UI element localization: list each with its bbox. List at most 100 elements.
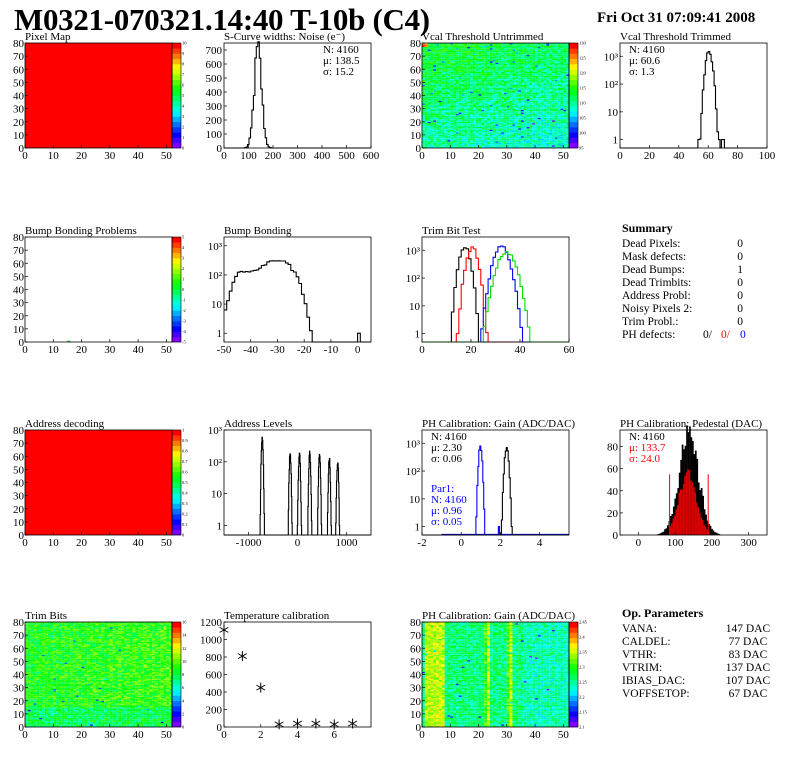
palette-label: 6	[182, 83, 185, 88]
palette-swatch	[172, 716, 181, 723]
palette-swatch	[172, 445, 181, 452]
stats-line: N: 4160	[431, 494, 467, 506]
palette-label: 0.4	[182, 491, 188, 496]
summary-value: 107 DAC	[726, 675, 771, 687]
x-tick-label: 30	[501, 729, 513, 741]
palette-swatch	[172, 690, 181, 696]
y-tick-label: 10²	[208, 270, 223, 282]
panel-title: S-Curve widths: Noise (e⁻)	[224, 31, 345, 43]
palette-swatch	[172, 273, 181, 280]
fit-bin	[704, 526, 707, 535]
y-tick-label: 800	[206, 652, 223, 664]
summary-label: VTHR:	[622, 649, 657, 661]
color-palette: -5 -4 -3 -2 -1 0 1 2 3 4 5	[171, 235, 186, 345]
x-tick-label: 20	[76, 537, 88, 549]
hist-bin	[708, 523, 710, 535]
palette-swatch	[172, 137, 181, 144]
palette-swatch	[172, 498, 181, 504]
y-tick-label: 1	[217, 328, 223, 340]
palette-swatch	[172, 43, 181, 49]
hist-bin	[702, 495, 704, 535]
summary-label: Noisy Pixels 2:	[622, 303, 692, 315]
stats-line: μ: 138.5	[323, 55, 360, 67]
x-tick-label: 40	[133, 537, 145, 549]
y-tick-label: 10³	[604, 51, 619, 63]
y-tick-label: 80	[13, 425, 25, 437]
summary-title: Summary	[622, 221, 673, 235]
x-tick-label: 0	[22, 150, 28, 162]
x-tick-label: 30	[104, 344, 116, 356]
y-tick-label: 50	[13, 464, 25, 476]
y-tick-label: 1	[415, 329, 421, 341]
x-tick-label: 30	[104, 150, 116, 162]
fit-bin	[684, 475, 686, 535]
panel-ph-calibration-gain-adc-dac-: PH Calibration: Gain (ADC/DAC) 2.1 2.15 2.2…	[410, 610, 588, 741]
palette-label: 2.35	[579, 650, 588, 655]
palette-swatch	[172, 461, 181, 468]
x-tick-label: 0	[419, 729, 425, 741]
y-tick-label: 50	[13, 77, 25, 89]
palette-swatch	[172, 472, 181, 478]
x-tick-label: -20	[297, 344, 312, 356]
panel-title: Vcal Threshold Untrimmed	[422, 31, 544, 43]
y-tick-label: 10	[607, 107, 619, 119]
palette-label: 0.7	[182, 459, 188, 464]
plot-frame	[619, 42, 768, 149]
palette-swatch	[569, 53, 578, 60]
palette-label: 0.3	[182, 501, 188, 506]
hist-bin	[715, 532, 718, 535]
palette-label: 0	[182, 725, 185, 730]
y-tick-label: 10²	[406, 273, 421, 285]
plot-frame	[421, 621, 570, 728]
color-palette: 0 1 2 3 4 5 6 7 8 9 10	[171, 41, 187, 151]
y-tick-label: 40	[13, 670, 25, 682]
y-tick-label: 10²	[604, 79, 619, 91]
fit-bin	[676, 505, 679, 535]
heatmap	[67, 340, 71, 342]
palette-swatch	[569, 664, 578, 670]
palette-swatch	[172, 268, 181, 275]
palette-swatch	[172, 58, 181, 65]
color-palette: 95 100 105 110 115 120 125 130	[568, 41, 587, 151]
x-tick-label: 30	[104, 729, 116, 741]
panel-op-parameters: Op. Parameters VANA: 147 DAC CALDEL: 77 DAC V…	[622, 606, 771, 700]
panel-title: Trim Bit Test	[422, 225, 481, 237]
stats-line: σ: 0.05	[431, 516, 462, 528]
x-tick-label: 60	[564, 344, 576, 356]
fit-bin	[675, 509, 677, 535]
canvas-title: M0321-070321.14:40 T-10b (C4)	[14, 2, 430, 37]
palette-swatch	[172, 721, 181, 728]
x-tick-label: 10	[48, 537, 60, 549]
palette-swatch	[172, 430, 181, 436]
x-tick-label: 20	[473, 150, 485, 162]
palette-swatch	[172, 121, 181, 128]
y-tick-label: 50	[410, 77, 422, 89]
palette-swatch	[569, 679, 578, 686]
x-tick-label: 4	[537, 537, 543, 549]
y-tick-label: 10	[410, 709, 422, 721]
x-tick-label: 0	[636, 537, 642, 549]
y-tick-label: 20	[410, 117, 422, 129]
color-palette: 2.1 2.15 2.2 2.25 2.3 2.35 2.4 2.45	[568, 620, 588, 730]
palette-swatch	[569, 690, 578, 696]
palette-label: 0.2	[182, 512, 188, 517]
fit-bin	[703, 524, 705, 535]
y-tick-label: 0	[613, 530, 619, 542]
hist-bin	[664, 529, 666, 535]
x-tick-label: 10	[445, 729, 457, 741]
summary-label: Trim Probl.:	[622, 316, 678, 328]
palette-swatch	[569, 695, 578, 702]
panel-title: Vcal Threshold Trimmed	[620, 31, 732, 43]
palette-swatch	[569, 721, 578, 728]
palette-swatch	[172, 435, 181, 441]
heatmap	[422, 43, 570, 149]
palette-swatch	[172, 111, 181, 117]
palette-swatch	[569, 637, 578, 644]
panel-title: Trim Bits	[25, 610, 67, 622]
y-tick-label: 70	[13, 630, 25, 642]
panel-title: Bump Bonding	[224, 225, 292, 237]
panel-temperature-calibration: Temperature calibration 0 2 4 6 0 200 400 600 800…	[200, 610, 372, 741]
fit-bin	[682, 484, 685, 535]
palette-swatch	[569, 706, 578, 712]
y-tick-label: 10	[211, 299, 223, 311]
